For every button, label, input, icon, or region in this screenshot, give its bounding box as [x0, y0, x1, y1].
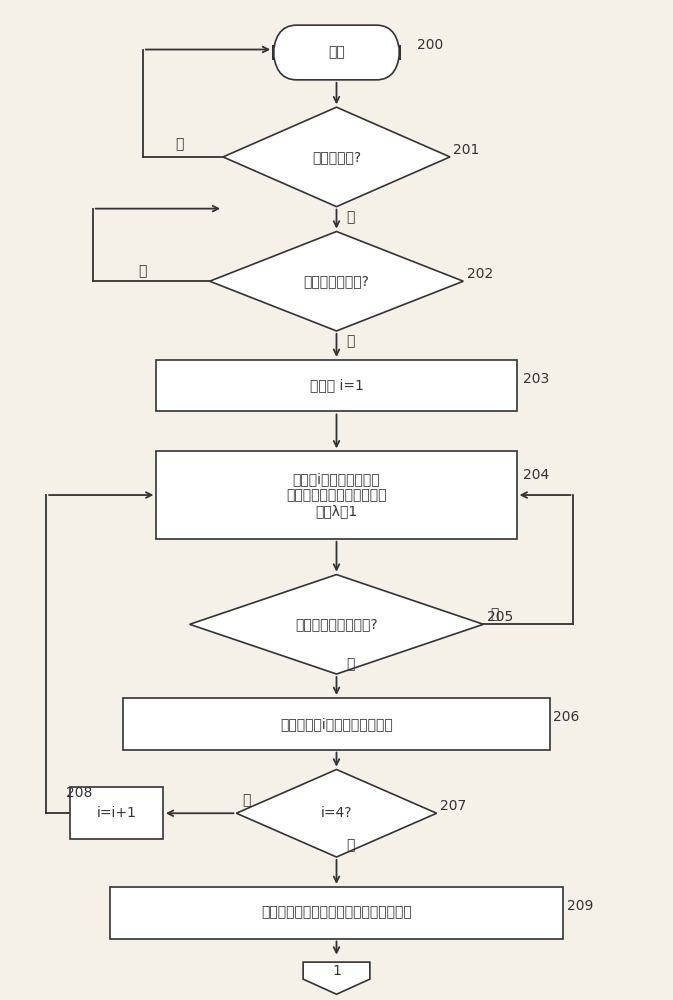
- Text: 初始化 i=1: 初始化 i=1: [310, 379, 363, 393]
- Text: 203: 203: [524, 372, 550, 386]
- Text: 行驶不平稳性＞阈值?: 行驶不平稳性＞阈值?: [295, 617, 378, 631]
- Text: 206: 206: [553, 710, 580, 724]
- Text: 是: 是: [347, 838, 355, 852]
- Polygon shape: [210, 232, 463, 331]
- Text: 否: 否: [242, 793, 250, 807]
- Text: 209: 209: [567, 899, 593, 913]
- Text: 否: 否: [176, 137, 184, 151]
- Text: 200: 200: [417, 38, 443, 52]
- Text: i=4?: i=4?: [321, 806, 352, 820]
- Text: 静止工作点?: 静止工作点?: [312, 150, 361, 164]
- Text: 是: 是: [347, 334, 355, 348]
- FancyBboxPatch shape: [110, 887, 563, 939]
- Text: 开始: 开始: [328, 45, 345, 60]
- Text: 202: 202: [466, 267, 493, 281]
- Polygon shape: [223, 107, 450, 207]
- Text: 工作参数＞阈值?: 工作参数＞阈值?: [304, 274, 369, 288]
- Text: 在气缸i中减少燃料供给
在其他气缸中提高燃料供给
从而λ＝1: 在气缸i中减少燃料供给 在其他气缸中提高燃料供给 从而λ＝1: [286, 472, 387, 518]
- Text: 205: 205: [487, 610, 513, 624]
- FancyBboxPatch shape: [123, 698, 550, 750]
- Text: 208: 208: [66, 786, 93, 800]
- Polygon shape: [236, 769, 437, 857]
- Polygon shape: [190, 575, 483, 674]
- Text: 否: 否: [490, 607, 499, 621]
- Text: 是: 是: [347, 211, 355, 225]
- Polygon shape: [303, 962, 370, 994]
- Text: i=i+1: i=i+1: [96, 806, 136, 820]
- Text: 201: 201: [454, 143, 480, 157]
- Text: 否: 否: [139, 264, 147, 278]
- FancyBboxPatch shape: [156, 451, 517, 539]
- Text: 207: 207: [440, 799, 466, 813]
- FancyBboxPatch shape: [69, 787, 163, 839]
- Text: 为每个气缸求取并存储燃料供给时的偏差: 为每个气缸求取并存储燃料供给时的偏差: [261, 906, 412, 920]
- Text: 1: 1: [332, 964, 341, 978]
- Text: 是: 是: [347, 657, 355, 671]
- Text: 204: 204: [524, 468, 550, 482]
- FancyBboxPatch shape: [273, 25, 400, 80]
- FancyBboxPatch shape: [156, 360, 517, 411]
- Text: 为各个气缸i存储燃料量减少值: 为各个气缸i存储燃料量减少值: [280, 717, 393, 731]
